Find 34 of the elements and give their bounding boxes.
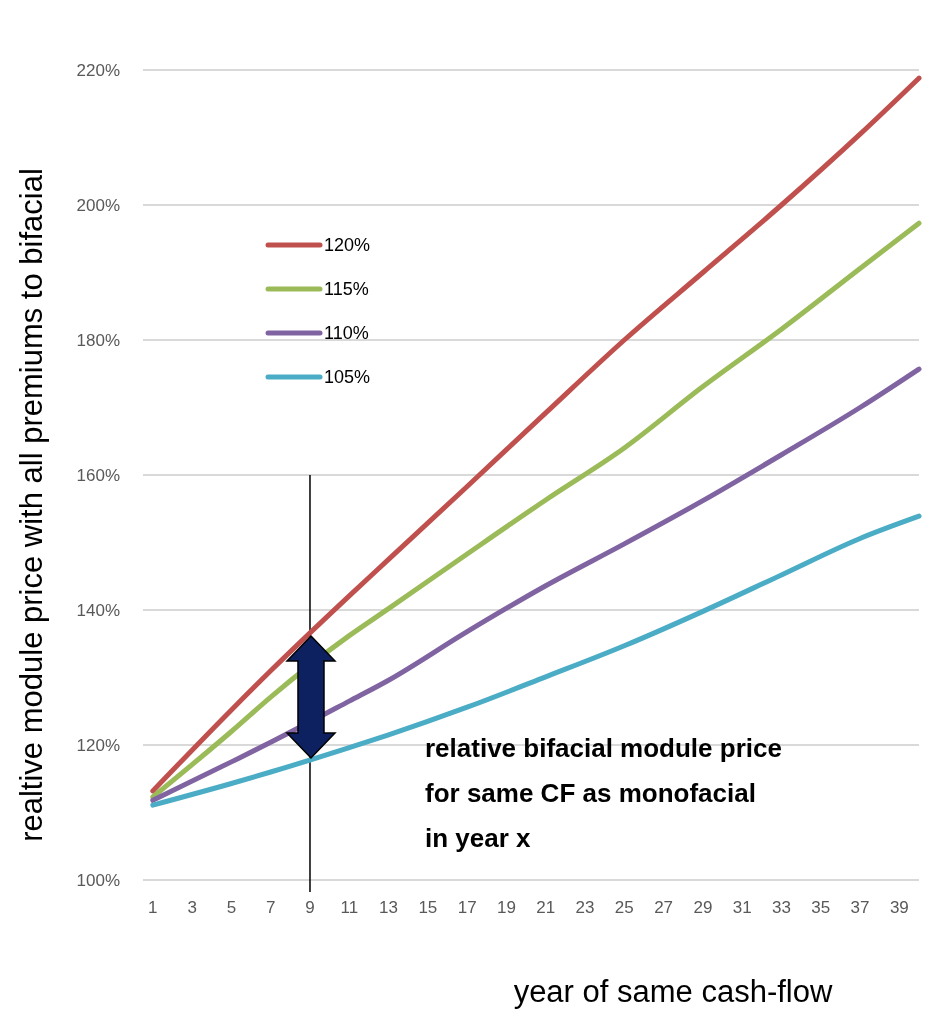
x-tick-label: 29 bbox=[693, 898, 713, 917]
x-tick-label: 25 bbox=[614, 898, 634, 917]
y-tick-label: 120% bbox=[76, 735, 120, 755]
x-axis-title: year of same cash-flow bbox=[513, 974, 833, 1009]
y-tick-label: 220% bbox=[76, 60, 120, 80]
y-tick-label: 100% bbox=[76, 870, 120, 890]
legend-label: 120% bbox=[324, 235, 371, 256]
x-tick-label: 9 bbox=[305, 898, 315, 917]
y-tick-label: 180% bbox=[76, 330, 120, 350]
y-tick-label: 200% bbox=[76, 195, 120, 215]
x-tick-label: 15 bbox=[418, 898, 438, 917]
y-tick-label: 160% bbox=[76, 465, 120, 485]
x-tick-label: 11 bbox=[340, 898, 359, 917]
x-tick-label: 5 bbox=[226, 898, 237, 917]
x-tick-label: 27 bbox=[654, 898, 674, 917]
x-tick-label: 17 bbox=[457, 898, 477, 917]
x-tick-label: 7 bbox=[265, 898, 276, 917]
x-tick-label: 23 bbox=[575, 898, 595, 917]
x-tick-label: 21 bbox=[536, 898, 556, 917]
legend-label: 110% bbox=[324, 323, 369, 344]
annotation: relative bifacial module price for same CF as monofacial in year x bbox=[425, 733, 782, 853]
y-axis-title: realtive module price with all premiums to bifacial bbox=[14, 168, 49, 842]
x-tick-label: 39 bbox=[889, 898, 909, 917]
x-tick-label: 31 bbox=[732, 898, 752, 917]
x-tick-label: 13 bbox=[379, 898, 399, 917]
x-tick-label: 37 bbox=[850, 898, 870, 917]
x-tick-label: 35 bbox=[811, 898, 831, 917]
x-tick-label: 33 bbox=[772, 898, 791, 917]
x-tick-label: 19 bbox=[496, 898, 516, 917]
x-tick-label: 1 bbox=[148, 898, 158, 917]
legend-label: 115% bbox=[324, 279, 369, 300]
x-tick-label: 3 bbox=[187, 898, 197, 917]
legend-label: 105% bbox=[324, 367, 371, 388]
y-tick-label: 140% bbox=[76, 600, 120, 620]
